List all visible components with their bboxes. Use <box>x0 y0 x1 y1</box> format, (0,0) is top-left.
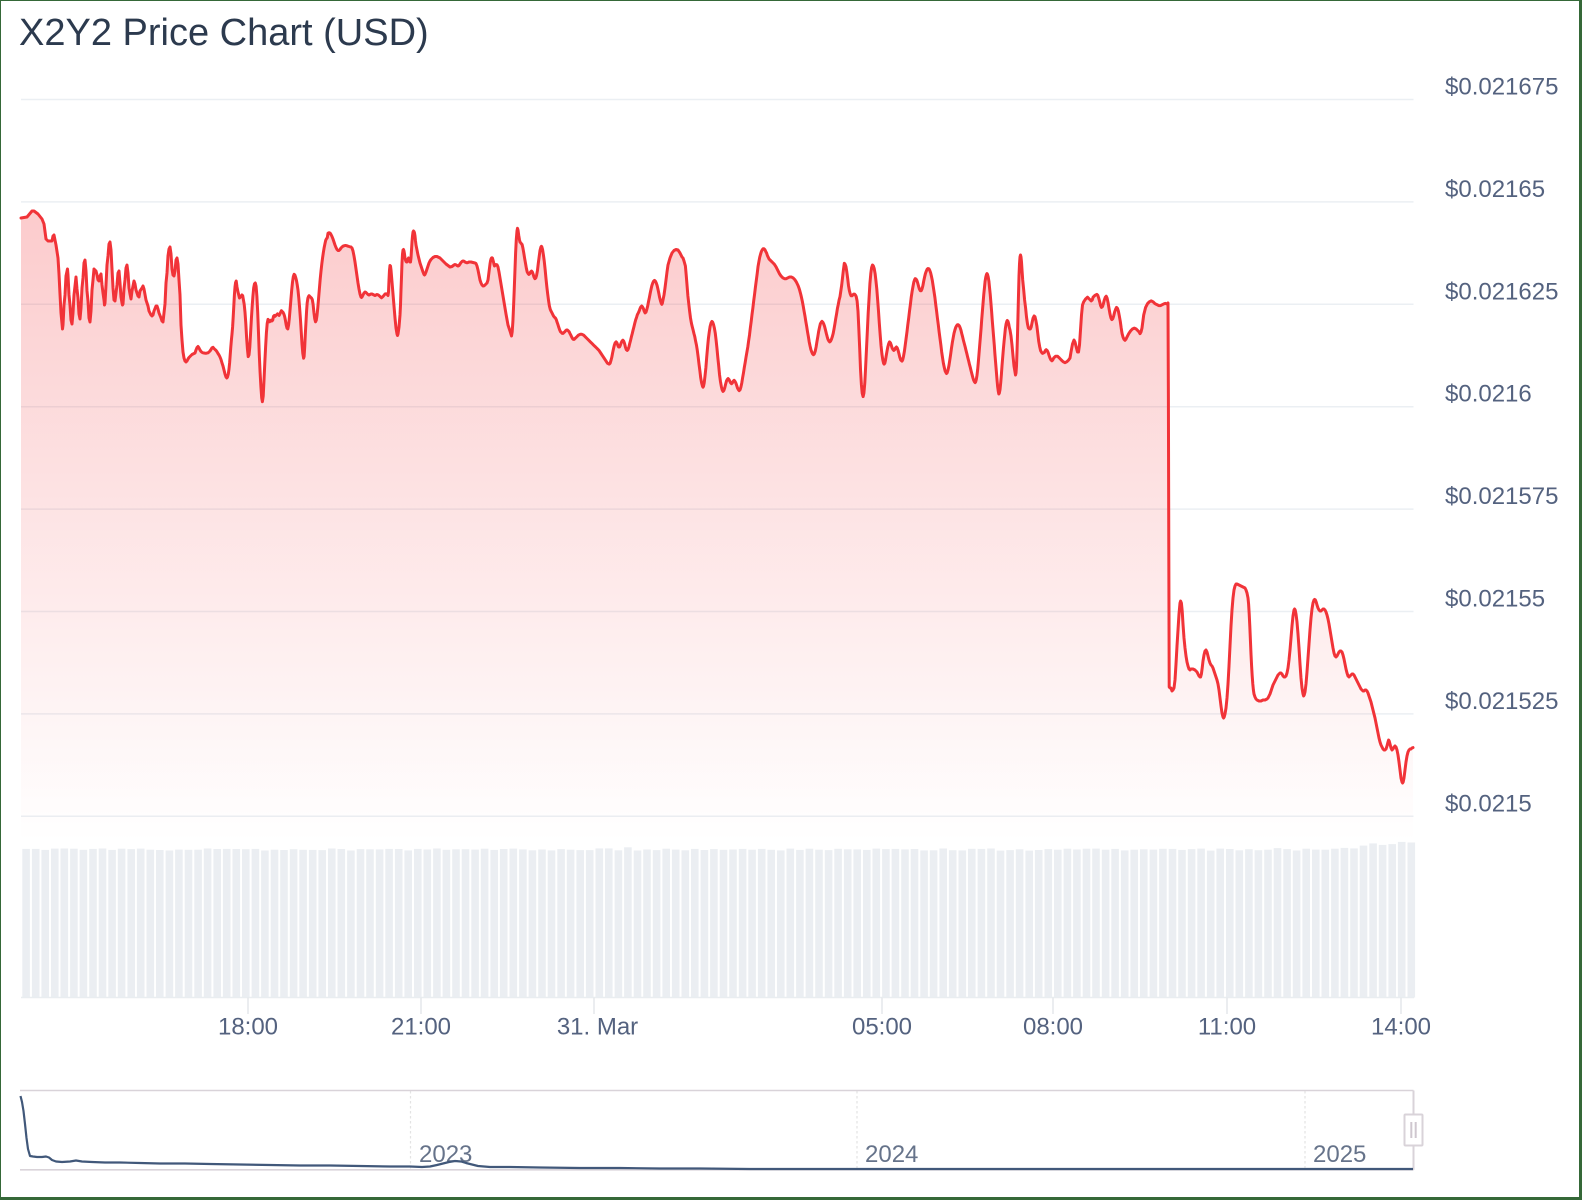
svg-text:$0.021575: $0.021575 <box>1445 483 1558 510</box>
svg-text:31. Mar: 31. Mar <box>557 1014 638 1041</box>
svg-text:18:00: 18:00 <box>218 1014 278 1041</box>
svg-text:14:00: 14:00 <box>1371 1014 1431 1041</box>
svg-text:05:00: 05:00 <box>852 1014 912 1041</box>
svg-text:2024: 2024 <box>865 1141 918 1168</box>
svg-text:$0.021525: $0.021525 <box>1445 688 1558 715</box>
svg-text:$0.02155: $0.02155 <box>1445 586 1545 613</box>
svg-text:$0.02165: $0.02165 <box>1445 176 1545 203</box>
svg-text:$0.0216: $0.0216 <box>1445 381 1532 408</box>
svg-text:08:00: 08:00 <box>1023 1014 1083 1041</box>
svg-text:2025: 2025 <box>1313 1141 1366 1168</box>
svg-text:11:00: 11:00 <box>1198 1014 1256 1041</box>
svg-text:$0.0215: $0.0215 <box>1445 790 1532 817</box>
svg-text:$0.021625: $0.021625 <box>1445 278 1558 305</box>
svg-text:21:00: 21:00 <box>391 1014 451 1041</box>
svg-text:$0.021675: $0.021675 <box>1445 74 1558 101</box>
